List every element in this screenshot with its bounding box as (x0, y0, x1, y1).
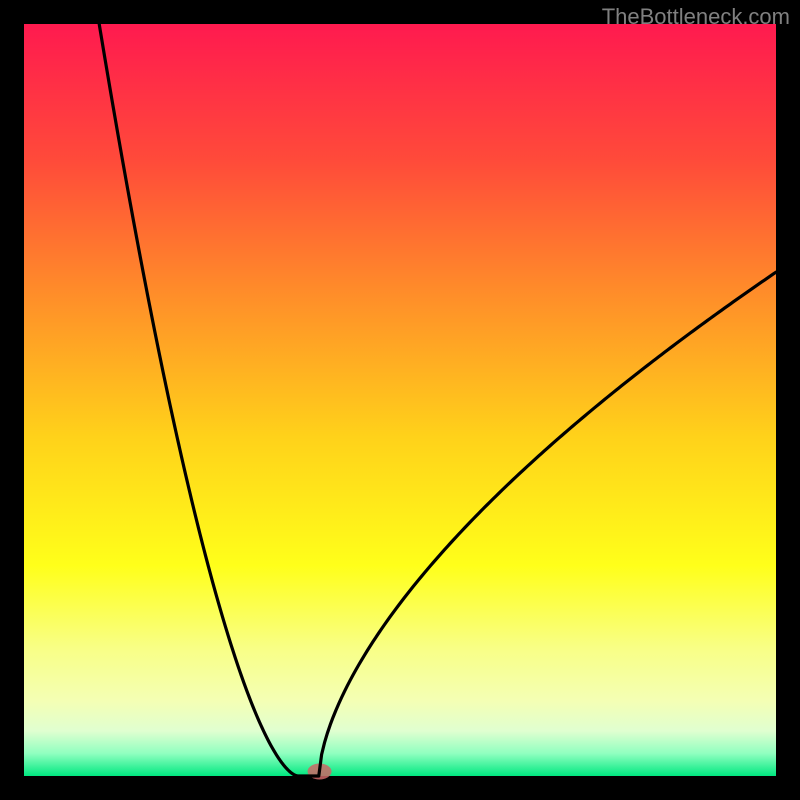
watermark-text: TheBottleneck.com (602, 4, 790, 30)
chart-plot-background (24, 24, 776, 776)
bottleneck-chart (0, 0, 800, 800)
